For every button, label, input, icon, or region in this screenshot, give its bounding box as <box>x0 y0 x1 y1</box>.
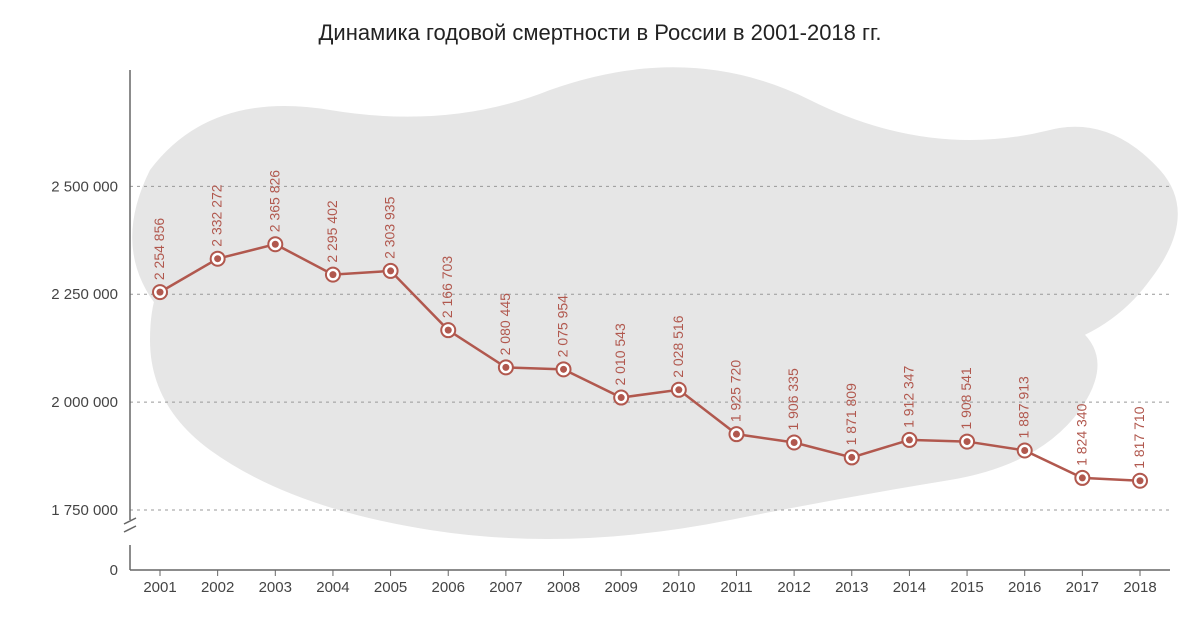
x-tick-label: 2016 <box>1008 579 1041 596</box>
data-marker-inner <box>733 431 740 438</box>
y-tick-label: 0 <box>110 562 118 579</box>
map-silhouette <box>924 139 1136 321</box>
value-label: 2 166 703 <box>439 256 455 318</box>
x-tick-label: 2018 <box>1123 579 1156 596</box>
y-tick-label: 2 250 000 <box>51 286 118 303</box>
x-tick-label: 2006 <box>432 579 465 596</box>
value-label: 1 906 335 <box>785 368 801 430</box>
line-chart: 0 1 750 000 2 000 000 2 250 000 2 500 000 200… <box>0 0 1200 628</box>
value-label: 2 028 516 <box>670 315 686 377</box>
value-label: 2 010 543 <box>612 323 628 385</box>
value-label: 2 080 445 <box>497 293 513 355</box>
data-marker-inner <box>560 366 567 373</box>
data-marker-inner <box>502 364 509 371</box>
data-marker-inner <box>1137 477 1144 484</box>
value-label: 2 303 935 <box>382 196 398 258</box>
value-label: 2 365 826 <box>266 170 282 232</box>
x-tick-label: 2007 <box>489 579 522 596</box>
value-label: 2 295 402 <box>324 200 340 262</box>
x-tick-label: 2015 <box>950 579 983 596</box>
value-label: 1 871 809 <box>843 383 859 445</box>
data-marker-inner <box>906 436 913 443</box>
x-tick-label: 2009 <box>604 579 637 596</box>
value-label: 1 887 913 <box>1016 376 1032 438</box>
data-marker-inner <box>791 439 798 446</box>
value-label: 1 908 541 <box>958 367 974 429</box>
x-tick-label: 2004 <box>316 579 349 596</box>
data-marker-inner <box>445 327 452 334</box>
data-marker-inner <box>387 267 394 274</box>
x-tick-label: 2001 <box>143 579 176 596</box>
value-label: 2 332 272 <box>209 184 225 246</box>
x-tick-label: 2008 <box>547 579 580 596</box>
x-tick-label: 2011 <box>720 579 752 596</box>
data-marker-inner <box>964 438 971 445</box>
data-marker-inner <box>618 394 625 401</box>
x-tick-label: 2017 <box>1066 579 1099 596</box>
y-tick-label: 1 750 000 <box>51 502 118 519</box>
x-tick-label: 2010 <box>662 579 695 596</box>
data-marker-inner <box>848 454 855 461</box>
x-tick-label: 2013 <box>835 579 868 596</box>
data-marker-inner <box>157 289 164 296</box>
data-marker-inner <box>214 255 221 262</box>
x-tick-label: 2014 <box>893 579 926 596</box>
y-tick-label: 2 000 000 <box>51 394 118 411</box>
value-label: 1 817 710 <box>1131 406 1147 468</box>
y-tick-label: 2 500 000 <box>51 178 118 195</box>
data-marker-inner <box>1021 447 1028 454</box>
data-marker-inner <box>272 241 279 248</box>
value-label: 2 075 954 <box>555 295 571 357</box>
chart-container: { "chart": { "type": "line", "title": "Д… <box>0 0 1200 628</box>
value-label: 1 925 720 <box>727 360 743 422</box>
value-label: 2 254 856 <box>151 218 167 280</box>
x-tick-label: 2005 <box>374 579 407 596</box>
data-marker-inner <box>329 271 336 278</box>
x-tick-label: 2012 <box>777 579 810 596</box>
value-label: 1 912 347 <box>900 365 916 427</box>
value-label: 1 824 340 <box>1073 403 1089 465</box>
data-marker-inner <box>675 386 682 393</box>
x-tick-label: 2002 <box>201 579 234 596</box>
x-tick-label: 2003 <box>259 579 292 596</box>
data-marker-inner <box>1079 474 1086 481</box>
